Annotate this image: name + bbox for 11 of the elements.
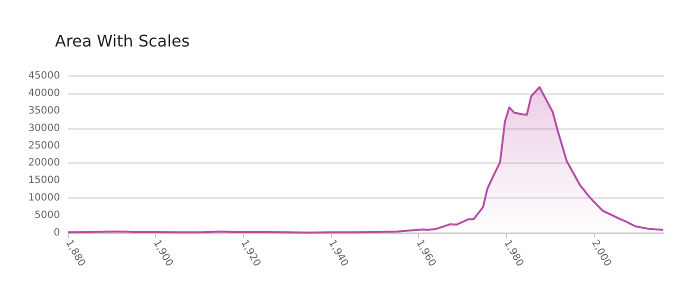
y-tick-label: 15000: [28, 175, 60, 186]
y-tick-label: 20000: [28, 158, 60, 169]
y-tick-label: 0: [54, 228, 60, 238]
y-tick-label: 10000: [28, 192, 60, 204]
y-tick-label: 35000: [28, 105, 60, 116]
y-tick-label: 45000: [28, 70, 60, 82]
y-tick-label: 25000: [28, 140, 60, 152]
y-tick-label: 30000: [28, 122, 60, 134]
chart-title: Area With Scales: [55, 32, 190, 50]
y-tick-label: 5000: [34, 210, 60, 222]
y-tick-label: 40000: [28, 88, 60, 99]
